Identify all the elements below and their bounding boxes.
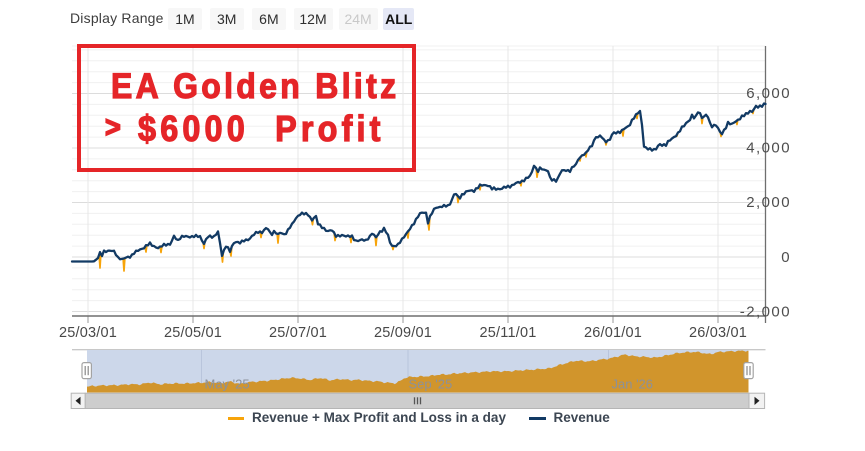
svg-text:2,000: 2,000 <box>746 194 791 211</box>
svg-text:26/01/01: 26/01/01 <box>584 325 642 341</box>
svg-text:25/05/01: 25/05/01 <box>164 325 222 341</box>
svg-text:Sep '25: Sep '25 <box>409 377 453 392</box>
svg-text:-2,000: -2,000 <box>740 303 791 320</box>
svg-text:Jan '26: Jan '26 <box>612 377 654 392</box>
svg-text:26/03/01: 26/03/01 <box>689 325 747 341</box>
svg-text:May '25: May '25 <box>205 377 250 392</box>
svg-text:25/09/01: 25/09/01 <box>374 325 432 341</box>
svg-text:25/03/01: 25/03/01 <box>59 325 117 341</box>
svg-text:6,000: 6,000 <box>746 85 791 102</box>
svg-text:0: 0 <box>781 249 791 266</box>
svg-text:25/07/01: 25/07/01 <box>269 325 327 341</box>
svg-text:4,000: 4,000 <box>746 140 791 157</box>
svg-text:25/11/01: 25/11/01 <box>480 325 537 341</box>
